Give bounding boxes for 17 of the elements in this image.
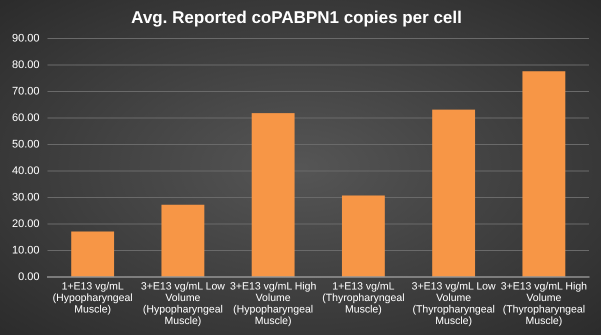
- y-tick-label: 80.00: [12, 58, 40, 71]
- chart-title: Avg. Reported coPABPN1 copies per cell: [131, 8, 462, 27]
- x-tick-label: 1+E13 vg/mL (Hypopharyngeal Muscle): [52, 280, 133, 316]
- y-tick-label: 10.00: [12, 244, 40, 256]
- x-tick-label: 3+E13 vg/mL Low Volume (Hypopharyngeal Muscle): [140, 280, 226, 328]
- x-tick-label: 3+E13 vg/mL High Volume (Thyropharyngeal Muscle): [500, 280, 588, 328]
- y-tick-label: 70.00: [12, 85, 40, 98]
- y-tick-label: 0.00: [18, 270, 40, 283]
- x-tick-label: 3+E13 vg/mL High Volume (Hypopharyngeal Muscle): [230, 280, 316, 328]
- y-tick-label: 60.00: [12, 112, 40, 124]
- x-tick-label: 3+E13 vg/mL Low Volume (Thyropharyngeal Muscle): [412, 280, 496, 328]
- x-tick-label: 1+E13 vg/mL (Thyropharyngeal Muscle): [322, 280, 405, 316]
- y-tick-label: 30.00: [12, 191, 40, 204]
- y-tick-label: 50.00: [12, 138, 40, 150]
- y-tick-label: 90.00: [12, 32, 40, 44]
- y-tick-label: 20.00: [12, 218, 40, 230]
- y-tick-label: 40.00: [12, 164, 40, 177]
